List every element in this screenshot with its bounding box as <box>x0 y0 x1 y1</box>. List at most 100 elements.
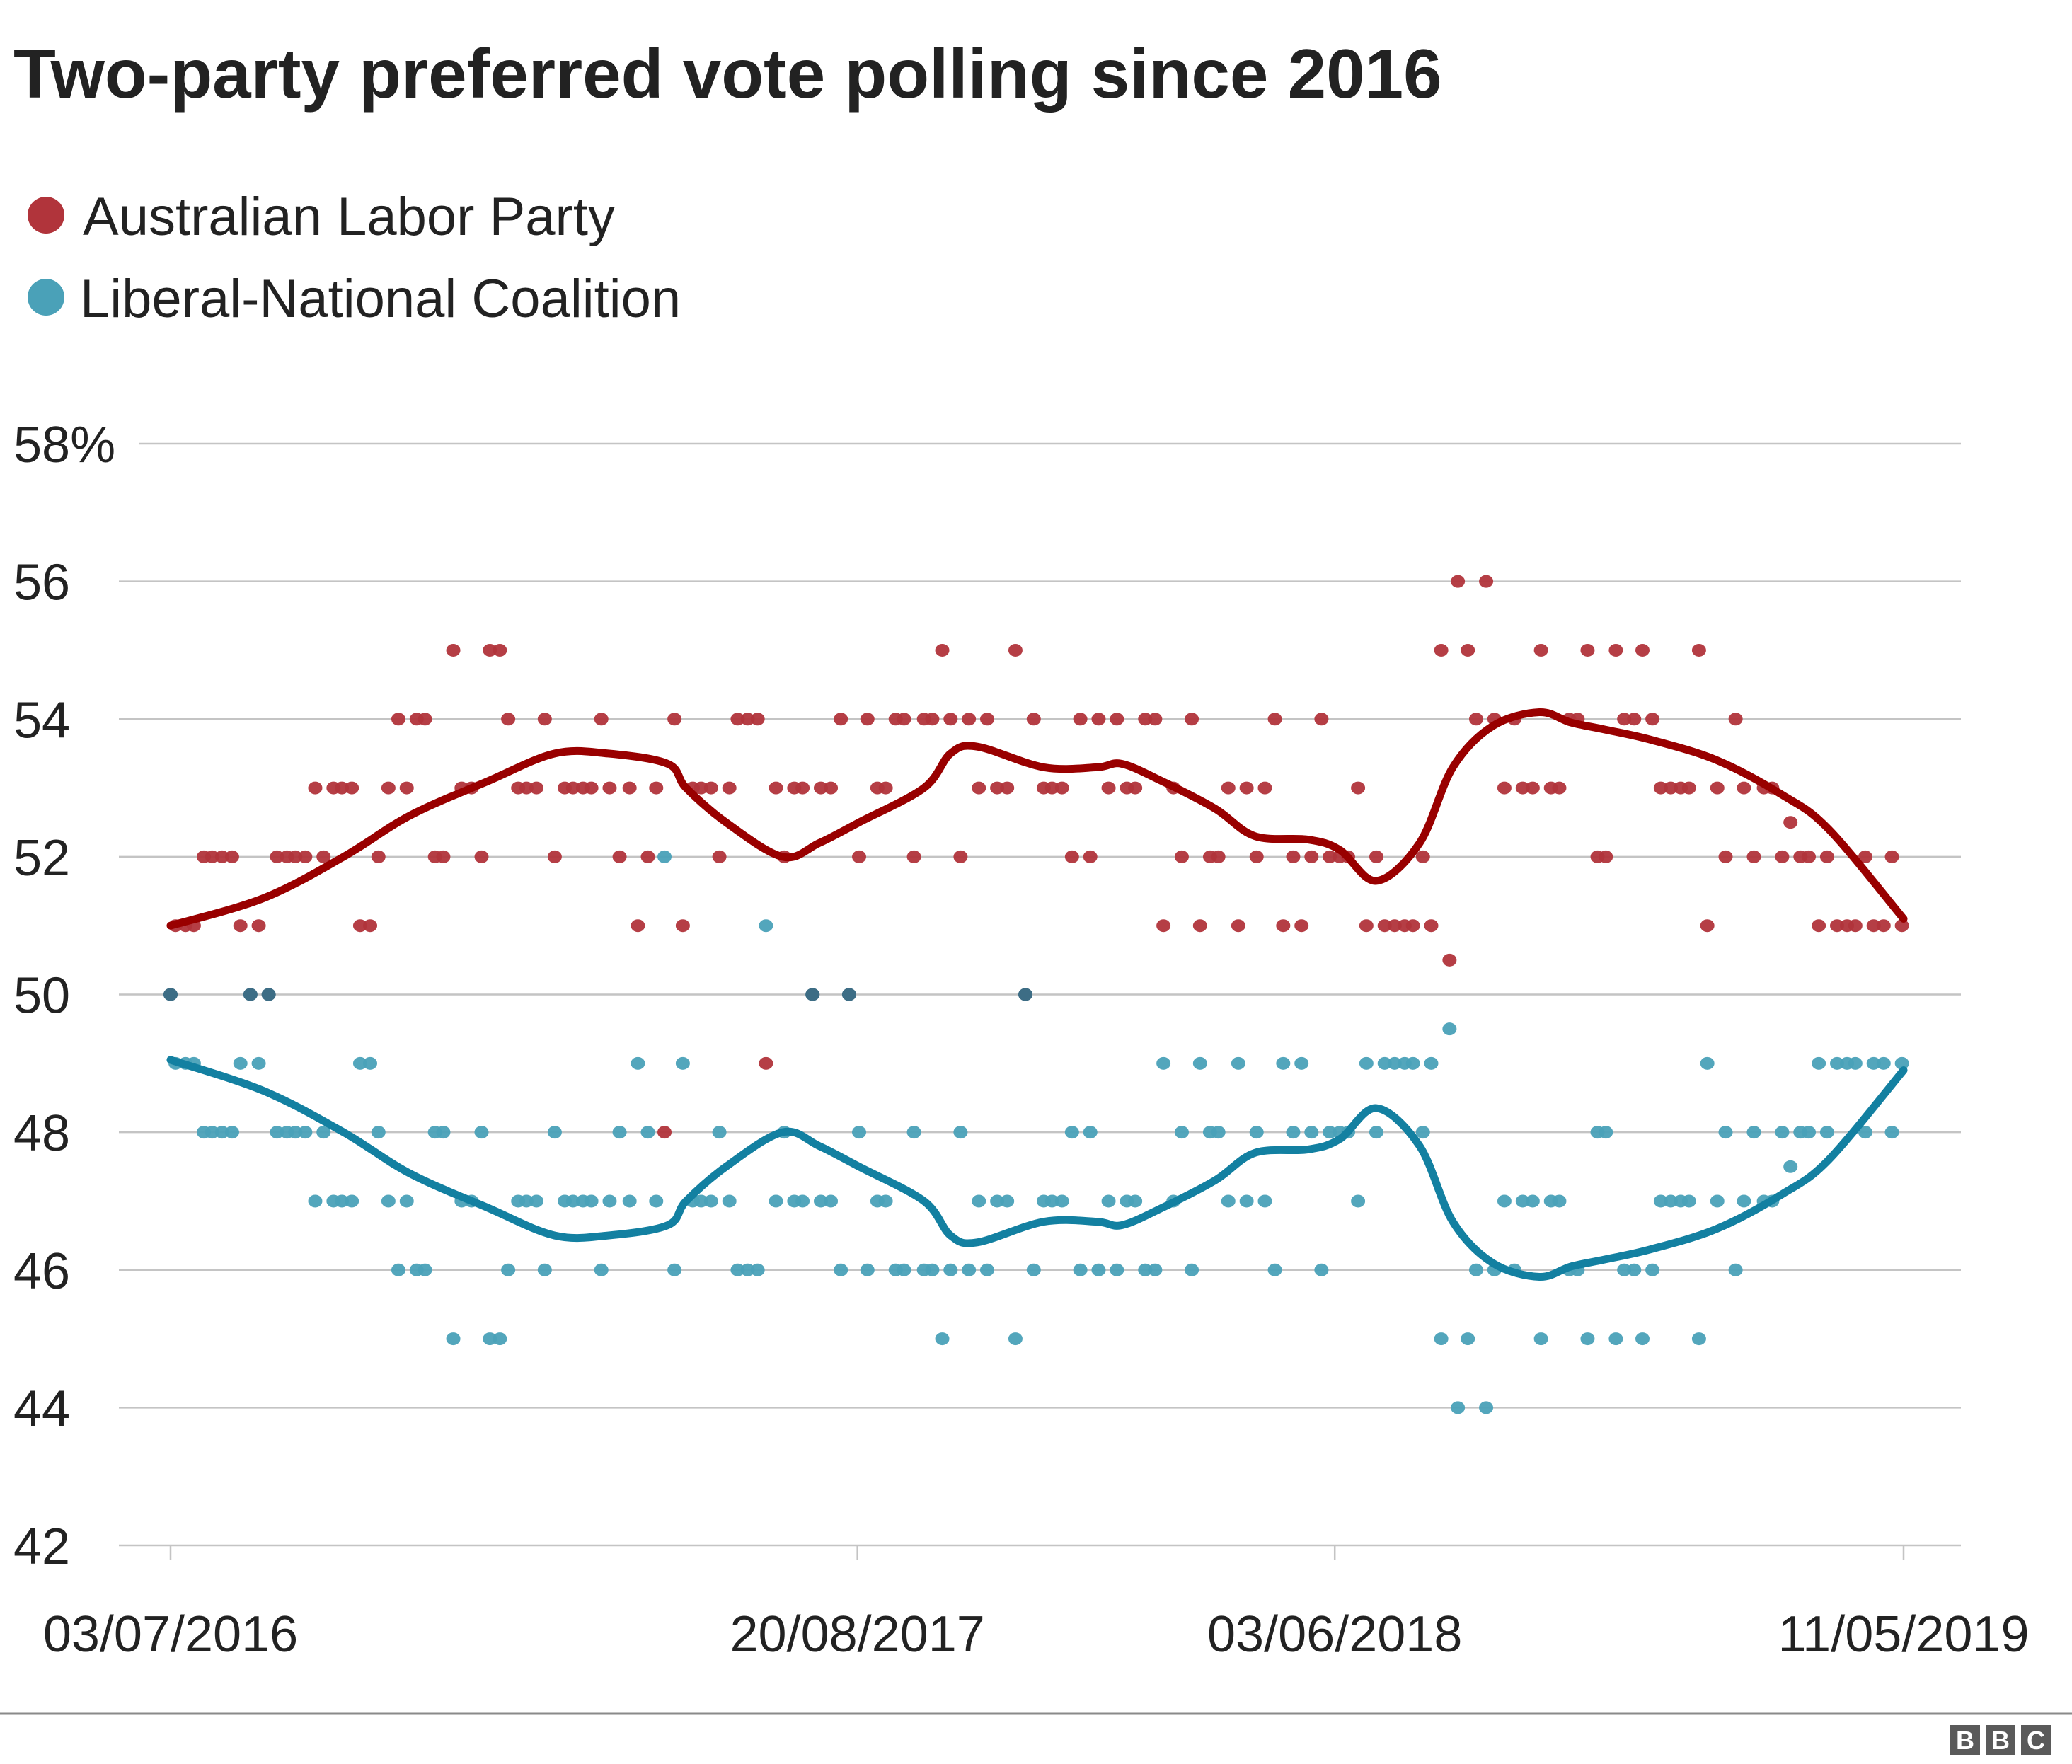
alp-poll-dot <box>712 850 727 863</box>
coalition-poll-dot <box>308 1194 323 1208</box>
alp-poll-dot <box>1775 850 1790 863</box>
coalition-poll-dot <box>584 1194 599 1208</box>
alp-poll-dot <box>759 1056 773 1070</box>
alp-poll-dot <box>897 713 911 726</box>
trend-lines <box>166 708 1908 1281</box>
alp-poll-dot <box>1802 850 1817 863</box>
alp-poll-dot <box>750 713 765 726</box>
alp-poll-dot <box>612 850 627 863</box>
alp-poll-dot <box>1221 781 1236 795</box>
coalition-poll-dot <box>1276 1056 1291 1070</box>
alp-poll-dot <box>1192 919 1207 933</box>
coalition-poll-dot <box>1185 1263 1199 1276</box>
coalition-poll-dot <box>675 1056 690 1070</box>
coalition-poll-dot <box>612 1126 627 1139</box>
coalition-poll-dot <box>878 1194 893 1208</box>
coalition-poll-dot <box>1876 1056 1891 1070</box>
coalition-poll-dot <box>631 1056 645 1070</box>
coalition-poll-dot <box>1211 1126 1226 1139</box>
alp-poll-dot <box>1653 781 1668 795</box>
coalition-poll-dot <box>722 1194 737 1208</box>
coalition-poll-dot <box>834 1263 848 1276</box>
alp-poll-dot <box>824 781 839 795</box>
coalition-poll-dot <box>1497 1194 1512 1208</box>
alp-poll-dot <box>298 850 313 863</box>
alp-poll-dot <box>288 850 303 863</box>
coalition-poll-dot <box>483 1332 497 1346</box>
coalition-poll-dot <box>335 1194 350 1208</box>
alp-poll-dot <box>537 713 552 726</box>
alp-poll-dot <box>1008 643 1023 657</box>
alp-poll-dot <box>501 713 516 726</box>
coalition-poll-dot <box>1377 1056 1392 1070</box>
coalition-poll-dot <box>1663 1194 1678 1208</box>
alp-poll-dot <box>1110 713 1124 726</box>
coalition-poll-dot <box>1054 1194 1069 1208</box>
y-tick-label: 42 <box>13 1518 70 1575</box>
alp-poll-dot <box>1894 919 1909 933</box>
coalition-poll-dot <box>897 1263 911 1276</box>
alp-poll-dot <box>308 781 323 795</box>
alp-poll-dot <box>795 781 810 795</box>
alp-poll-dot <box>1083 850 1098 863</box>
coalition-poll-dot <box>436 1126 451 1139</box>
alp-poll-dot <box>649 781 664 795</box>
coalition-poll-dot <box>298 1126 313 1139</box>
alp-poll-dot <box>1249 850 1264 863</box>
coalition-poll-dot <box>943 1263 958 1276</box>
coalition-poll-dot <box>1192 1056 1207 1070</box>
y-tick-label: 58% <box>13 417 115 473</box>
alp-poll-dot <box>667 713 682 726</box>
coalition-poll-dot <box>1700 1056 1715 1070</box>
alp-poll-dot <box>1552 781 1567 795</box>
alp-poll-dot <box>1617 713 1632 726</box>
coalition-poll-dot <box>1866 1056 1881 1070</box>
alp-poll-dot <box>1257 781 1272 795</box>
alp-poll-dot <box>852 850 867 863</box>
coalition-poll-dot <box>1304 1126 1319 1139</box>
coalition-poll-dot <box>1323 1126 1337 1139</box>
alp-poll-dot <box>1442 953 1457 967</box>
alp-poll-dot <box>1174 850 1189 863</box>
coalition-poll-dot <box>1091 1263 1106 1276</box>
alp-poll-dot <box>1054 781 1069 795</box>
coalition-poll-dot <box>730 1263 745 1276</box>
coalition-poll-dot <box>1351 1194 1366 1208</box>
alp-poll-dot <box>1812 919 1826 933</box>
coalition-poll-dot <box>251 1056 266 1070</box>
coalition-poll-dot <box>1369 1126 1383 1139</box>
coalition-poll-dot <box>693 1194 708 1208</box>
coalition-poll-dot <box>1728 1263 1743 1276</box>
alp-poll-dot <box>1276 919 1291 933</box>
alp-poll-dot <box>1026 713 1041 726</box>
chart-title: Two-party preferred vote polling since 2… <box>13 35 1442 113</box>
coalition-poll-dot <box>1101 1194 1116 1208</box>
alp-poll-dot <box>391 713 405 726</box>
alp-poll-dot <box>1858 850 1872 863</box>
coalition-poll-dot <box>1515 1194 1530 1208</box>
coalition-poll-dot <box>399 1194 414 1208</box>
coalition-poll-dot <box>1525 1194 1540 1208</box>
alp-poll-dot <box>1138 713 1153 726</box>
alp-poll-dot <box>1718 850 1733 863</box>
coalition-poll-dot <box>270 1126 284 1139</box>
coalition-poll-dot <box>224 1126 239 1139</box>
alp-poll-dot <box>1128 781 1143 795</box>
alp-poll-dot <box>1627 713 1642 726</box>
coalition-poll-dot <box>1479 1401 1494 1414</box>
alp-poll-dot <box>1415 850 1430 863</box>
x-tick-label: 11/05/2019 <box>1778 1606 2029 1663</box>
alp-poll-dot <box>1314 713 1329 726</box>
coalition-poll-dot <box>1617 1263 1632 1276</box>
alp-poll-dot <box>251 919 266 933</box>
alp-poll-dot <box>1866 919 1881 933</box>
alp-poll-dot <box>1700 919 1715 933</box>
coalition-poll-dot <box>602 1194 617 1208</box>
alp-poll-dot <box>769 781 783 795</box>
y-tick-label: 46 <box>13 1243 70 1300</box>
alp-poll-dot <box>1359 919 1374 933</box>
coalition-poll-dot <box>712 1126 727 1139</box>
coalition-poll-dot <box>1645 1263 1660 1276</box>
coalition-poll-dot <box>418 1263 432 1276</box>
